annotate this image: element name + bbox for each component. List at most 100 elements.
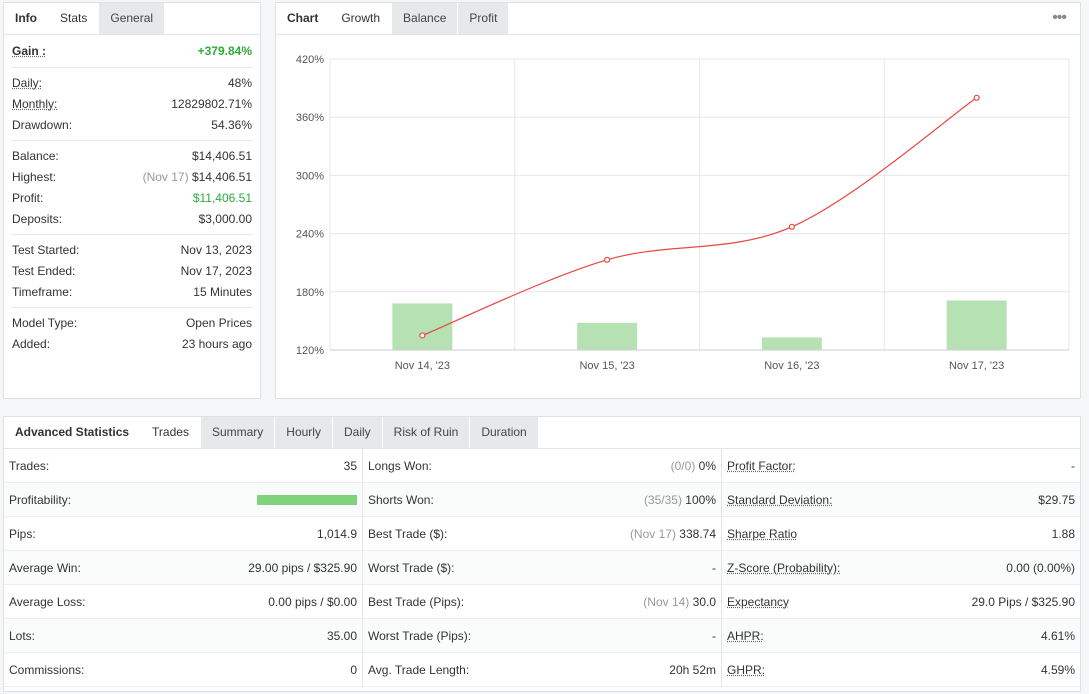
stat-value: 29.0 Pips / $325.90: [971, 594, 1075, 609]
advanced-statistics-panel: Advanced Statistics Trades Summary Hourl…: [3, 416, 1081, 692]
stat-value: 35: [343, 458, 357, 473]
tab-growth[interactable]: Growth: [330, 3, 393, 34]
tab-trades[interactable]: Trades: [141, 417, 201, 448]
y-tick-label: 120%: [296, 345, 324, 357]
y-tick-label: 420%: [296, 54, 324, 66]
stat-label: Standard Deviation:: [727, 492, 833, 507]
stat-value: $29.75: [1038, 492, 1075, 507]
added-row: Added: 23 hours ago: [12, 333, 252, 354]
stat-row-lots: Lots: 35.00: [4, 619, 362, 653]
ellipsis-icon[interactable]: •••: [1052, 9, 1067, 26]
advanced-tabs: Advanced Statistics Trades Summary Hourl…: [4, 417, 1080, 449]
stat-label: Profitability:: [9, 492, 72, 507]
deposits-row: Deposits: $3,000.00: [12, 208, 252, 229]
tab-hourly[interactable]: Hourly: [275, 417, 333, 448]
y-tick-label: 180%: [296, 287, 324, 299]
x-tick-label: Nov 14, '23: [395, 360, 450, 372]
drawdown-label: Drawdown:: [12, 117, 73, 132]
stat-row-pips: Pips: 1,014.9: [4, 517, 362, 551]
highest-row: Highest: (Nov 17) $14,406.51: [12, 166, 252, 187]
stat-label: AHPR:: [727, 628, 764, 643]
added-value: 23 hours ago: [181, 336, 252, 351]
added-label: Added:: [12, 336, 51, 351]
test-started-value: Nov 13, 2023: [180, 242, 252, 257]
stat-row-standard-deviation: Standard Deviation: $29.75: [722, 483, 1080, 517]
chart-tabs: Chart Growth Balance Profit: [276, 3, 1080, 35]
test-ended-label: Test Ended:: [12, 263, 76, 278]
line-point: [788, 223, 795, 230]
stat-row-ghpr: GHPR: 4.59%: [722, 653, 1080, 687]
deposits-label: Deposits:: [12, 211, 63, 226]
stat-label: Z-Score (Probability):: [727, 560, 841, 575]
line-point: [973, 94, 980, 101]
profit-label: Profit:: [12, 190, 44, 205]
stat-row-profit-factor: Profit Factor: -: [722, 449, 1080, 483]
highest-value: $14,406.51: [191, 169, 252, 184]
stat-label: GHPR:: [727, 662, 766, 677]
gain-row: Gain : +379.84%: [12, 40, 252, 61]
stat-label: Avg. Trade Length:: [368, 662, 470, 677]
tab-profit[interactable]: Profit: [458, 3, 510, 34]
stat-label: Best Trade (Pips):: [368, 594, 465, 609]
stat-value: 4.59%: [1040, 662, 1075, 677]
timeframe-row: Timeframe: 15 Minutes: [12, 281, 252, 302]
stat-row-sharpe-ratio: Sharpe Ratio 1.88: [722, 517, 1080, 551]
stat-label: Profit Factor:: [727, 458, 796, 473]
stat-value: 1.88: [1051, 526, 1075, 541]
timeframe-value: 15 Minutes: [193, 284, 252, 299]
line-point: [419, 332, 426, 339]
tab-general[interactable]: General: [99, 3, 166, 34]
stat-label: Lots:: [9, 628, 36, 643]
timeframe-label: Timeframe:: [12, 284, 73, 299]
stat-detail: (35/35): [643, 492, 686, 507]
model-type-row: Model Type: Open Prices: [12, 312, 252, 333]
test-started-row: Test Started: Nov 13, 2023: [12, 239, 252, 260]
line-point: [604, 256, 611, 263]
stat-row-avg-trade-length: Avg. Trade Length: 20h 52m: [363, 653, 721, 687]
test-ended-row: Test Ended: Nov 17, 2023: [12, 260, 252, 281]
y-tick-label: 300%: [296, 170, 324, 182]
profit-row: Profit: $11,406.51: [12, 187, 252, 208]
stats-column-3: Profit Factor: - Standard Deviation: $29.75…: [722, 449, 1080, 687]
stat-label: Worst Trade ($):: [368, 560, 455, 575]
x-tick-label: Nov 16, '23: [764, 360, 819, 372]
tab-stats[interactable]: Stats: [49, 3, 100, 34]
x-tick-label: Nov 15, '23: [579, 360, 634, 372]
stat-row-average-loss: Average Loss: 0.00 pips / $0.00: [4, 585, 362, 619]
daily-row: Daily: 48%: [12, 72, 252, 93]
stat-row-commissions: Commissions: 0: [4, 653, 362, 687]
tab-risk-of-ruin[interactable]: Risk of Ruin: [382, 417, 471, 448]
bar: [946, 300, 1007, 350]
stat-row-average-win: Average Win: 29.00 pips / $325.90: [4, 551, 362, 585]
stat-row-worst-trade-pips: Worst Trade (Pips): -: [363, 619, 721, 653]
info-panel: Info Stats General Gain : +379.84% Daily…: [3, 2, 261, 399]
stat-row-trades: Trades: 35: [4, 449, 362, 483]
profit-value: $11,406.51: [192, 190, 252, 205]
highest-date: (Nov 17): [142, 169, 189, 184]
stat-value: 0.00 pips / $0.00: [268, 594, 357, 609]
tab-duration[interactable]: Duration: [470, 417, 539, 448]
tab-daily[interactable]: Daily: [332, 417, 383, 448]
stat-value: 4.61%: [1040, 628, 1075, 643]
stat-label: Longs Won:: [368, 458, 432, 473]
bar: [577, 322, 638, 350]
stat-detail: (Nov 14): [643, 594, 693, 609]
gain-value: +379.84%: [197, 43, 252, 58]
stat-row-best-trade-pips: Best Trade (Pips): (Nov 14) 30.0: [363, 585, 721, 619]
stat-value: 338.74: [679, 526, 716, 541]
stat-label: Sharpe Ratio: [727, 526, 798, 541]
stat-value: 100%: [685, 492, 716, 507]
stat-value: -: [1071, 458, 1075, 473]
monthly-value: 12829802.71%: [171, 96, 252, 111]
advanced-grid: Trades: 35 Profitability: Pips: 1,014.9 Avera…: [4, 449, 1080, 687]
balance-value: $14,406.51: [191, 148, 252, 163]
stat-row-longs-won: Longs Won: (0/0) 0%: [363, 449, 721, 483]
tab-summary[interactable]: Summary: [200, 417, 276, 448]
test-ended-value: Nov 17, 2023: [180, 263, 252, 278]
tab-chart[interactable]: Chart: [276, 3, 331, 34]
tab-advanced-statistics: Advanced Statistics: [4, 417, 142, 448]
gain-label: Gain :: [12, 43, 47, 58]
tab-balance[interactable]: Balance: [392, 3, 459, 34]
tab-info[interactable]: Info: [4, 3, 49, 34]
stat-value: 29.00 pips / $325.90: [248, 560, 357, 575]
